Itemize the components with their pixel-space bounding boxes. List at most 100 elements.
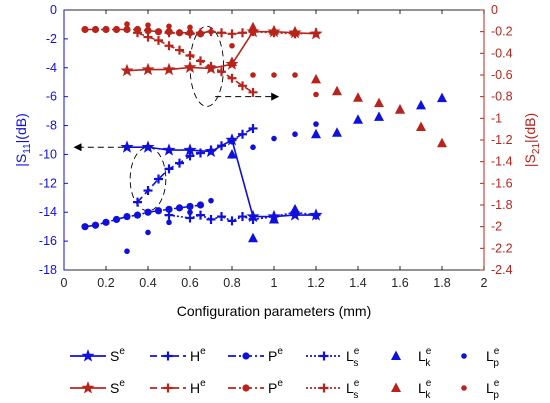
y-right-tick-label: -1.4 [491, 155, 513, 169]
data-point [227, 135, 237, 145]
data-point [290, 26, 300, 36]
y-left-tick-label: -4 [46, 61, 57, 75]
data-point [290, 203, 300, 214]
data-point [196, 56, 205, 66]
series-left-1 [133, 123, 258, 207]
data-point [353, 92, 363, 102]
data-point [133, 211, 142, 219]
data-point [238, 81, 247, 91]
data-point [175, 204, 184, 212]
legend-label: He [190, 346, 206, 364]
data-point [313, 121, 319, 127]
data-point [154, 35, 163, 45]
x-tick-label: 0.8 [223, 276, 240, 290]
data-point [124, 248, 130, 255]
data-point [81, 25, 89, 34]
x-tick-label: 1.2 [307, 276, 324, 290]
legend-item: He [150, 378, 206, 396]
data-point [248, 123, 258, 133]
series-right-11 [124, 21, 319, 98]
data-point [208, 197, 214, 204]
data-point [248, 87, 258, 97]
data-point [269, 213, 279, 224]
data-point [206, 145, 216, 155]
series-line [126, 30, 317, 72]
y-right-tick-label: 0 [491, 3, 498, 17]
data-point [141, 140, 155, 153]
data-point [248, 214, 258, 224]
data-point [229, 153, 235, 159]
legend-item: Le s [306, 378, 360, 401]
data-point [248, 21, 258, 32]
data-point [164, 28, 174, 38]
data-point [166, 23, 172, 30]
data-point [353, 114, 363, 124]
legend-marker [81, 381, 95, 394]
data-point [196, 210, 205, 220]
legend-item: Se [70, 378, 125, 396]
series-left-5 [124, 121, 319, 255]
data-point [154, 28, 163, 36]
legend-label: Le s [346, 346, 360, 369]
data-point [292, 72, 298, 78]
data-point [208, 28, 214, 35]
data-point [196, 201, 205, 209]
legend-label: Se [110, 378, 125, 396]
data-point [250, 72, 256, 78]
data-point [217, 141, 226, 151]
data-point [292, 131, 298, 138]
data-point [144, 26, 152, 35]
data-point [217, 67, 226, 77]
legend-marker [163, 351, 173, 361]
data-point [374, 111, 384, 121]
series-left-2 [81, 201, 205, 231]
legend-marker [242, 352, 250, 360]
data-point [185, 29, 195, 39]
data-point [271, 135, 277, 142]
y-left-tick-label: -18 [39, 263, 57, 277]
legend-label: Le p [486, 346, 500, 369]
legend-label: He [190, 378, 206, 396]
x-tick-label: 1.4 [349, 276, 366, 290]
data-point [374, 97, 384, 108]
data-point [227, 29, 237, 39]
data-point [166, 219, 172, 226]
data-point [165, 205, 173, 213]
data-point [185, 51, 195, 60]
y-right-tick-label: -0.6 [491, 68, 513, 82]
data-point [154, 207, 163, 215]
legend-marker [163, 383, 173, 393]
data-point [164, 210, 174, 220]
x-tick-label: 0.6 [181, 276, 198, 290]
data-point [311, 28, 321, 38]
data-point [416, 121, 426, 131]
data-point [91, 25, 100, 34]
legend-label: Pe [268, 378, 283, 396]
data-point [123, 212, 131, 221]
data-point [175, 45, 184, 55]
data-point [162, 62, 176, 76]
legend-label: Le s [346, 378, 360, 401]
legend: Se He Pe Le s Le k Le p Se He Pe Le s Le k Le p [70, 346, 500, 401]
legend-item: Le p [461, 378, 500, 401]
y-right-tick-label: -0.2 [491, 25, 513, 39]
data-point [133, 25, 142, 34]
y-left-tick-label: -16 [39, 234, 57, 248]
legend-marker [81, 349, 95, 362]
data-point [311, 210, 321, 220]
data-point [164, 164, 174, 174]
x-tick-label: 0 [61, 276, 68, 290]
data-point [187, 209, 193, 216]
x-tick-label: 2 [481, 276, 488, 290]
data-point [164, 41, 174, 51]
legend-marker [242, 384, 250, 392]
data-point [145, 229, 151, 236]
y-right-tick-label: -1.6 [491, 176, 513, 190]
data-point [112, 215, 121, 224]
data-point [229, 42, 235, 49]
data-point [416, 99, 426, 110]
legend-marker [391, 382, 401, 392]
data-point [238, 212, 247, 222]
legend-label: Le k [418, 378, 432, 401]
